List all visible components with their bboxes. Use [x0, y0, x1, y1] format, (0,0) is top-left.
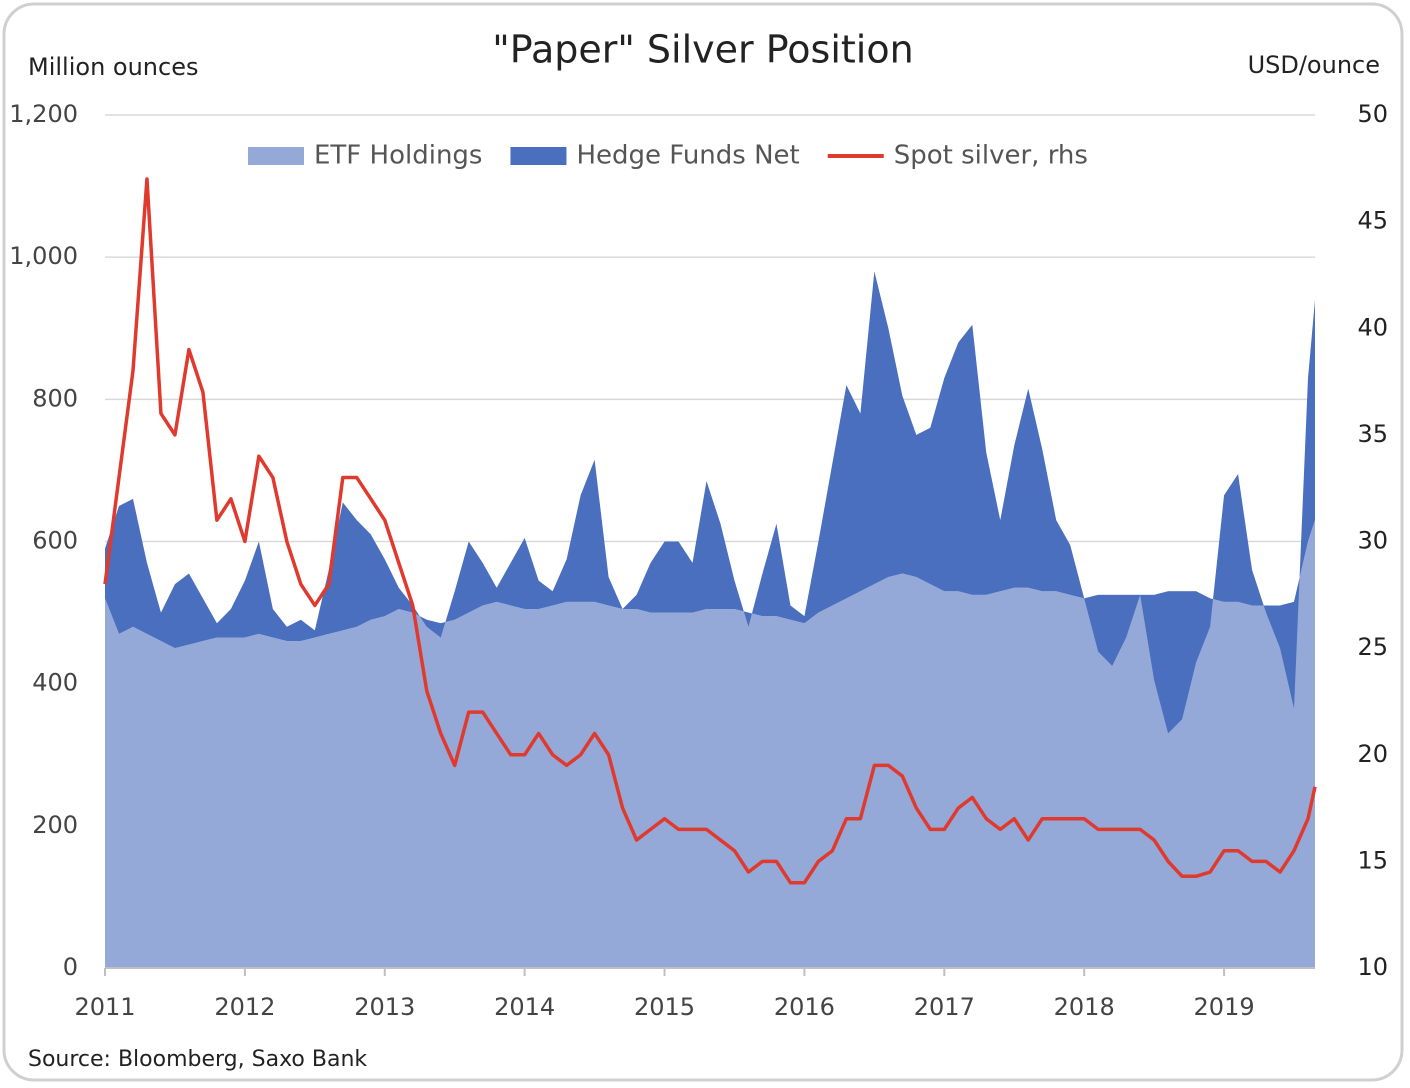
y2-tick-label: 25 [1357, 633, 1388, 661]
y2-tick-label: 20 [1357, 740, 1388, 768]
x-tick-label: 2015 [634, 993, 695, 1021]
y-tick-label: 200 [32, 811, 78, 839]
x-tick-label: 2018 [1054, 993, 1115, 1021]
y-tick-label: 1,200 [9, 100, 78, 128]
legend: ETF Holdings Hedge Funds Net Spot silver, … [248, 141, 1088, 171]
y-axis-label: Million ounces [28, 53, 198, 81]
y2-tick-label: 35 [1357, 420, 1388, 448]
x-tick-label: 2013 [354, 993, 415, 1021]
axes: 0 200 400 600 800 1,000 1,200 10 15 20 25 30 35 40 45 5… [9, 100, 1388, 1021]
y2-tick-label: 30 [1357, 527, 1388, 555]
legend-swatch [248, 147, 304, 165]
area [105, 271, 1315, 734]
x-tick-label: 2019 [1194, 993, 1255, 1021]
plot [103, 177, 1317, 968]
legend-swatch [510, 147, 567, 165]
legend-label: ETF Holdings [314, 141, 482, 171]
legend-label: Spot silver, rhs [894, 141, 1088, 171]
y-tick-label: 400 [32, 669, 78, 697]
y2-axis-label: USD/ounce [1248, 51, 1380, 79]
line [103, 177, 1317, 885]
y2-tick-label: 50 [1357, 100, 1388, 128]
y-tick-label: 600 [32, 527, 78, 555]
x-tick-label: 2014 [494, 993, 555, 1021]
x-tick-label: 2016 [774, 993, 835, 1021]
y2-tick-label: 15 [1357, 846, 1388, 874]
legend-label: Hedge Funds Net [576, 141, 799, 171]
x-tick-label: 2011 [74, 993, 135, 1021]
y2-tick-label: 10 [1357, 953, 1388, 981]
y-tick-label: 1,000 [9, 242, 78, 270]
x-tick-label: 2017 [914, 993, 975, 1021]
x-tick-label: 2012 [214, 993, 275, 1021]
y-tick-label: 0 [63, 953, 78, 981]
y2-tick-label: 45 [1357, 207, 1388, 235]
y2-tick-label: 40 [1357, 313, 1388, 341]
y-tick-label: 800 [32, 384, 78, 412]
source: Source: Bloomberg, Saxo Bank [28, 1047, 367, 1072]
area [105, 520, 1315, 968]
chart-title: "Paper" Silver Position [492, 28, 913, 72]
